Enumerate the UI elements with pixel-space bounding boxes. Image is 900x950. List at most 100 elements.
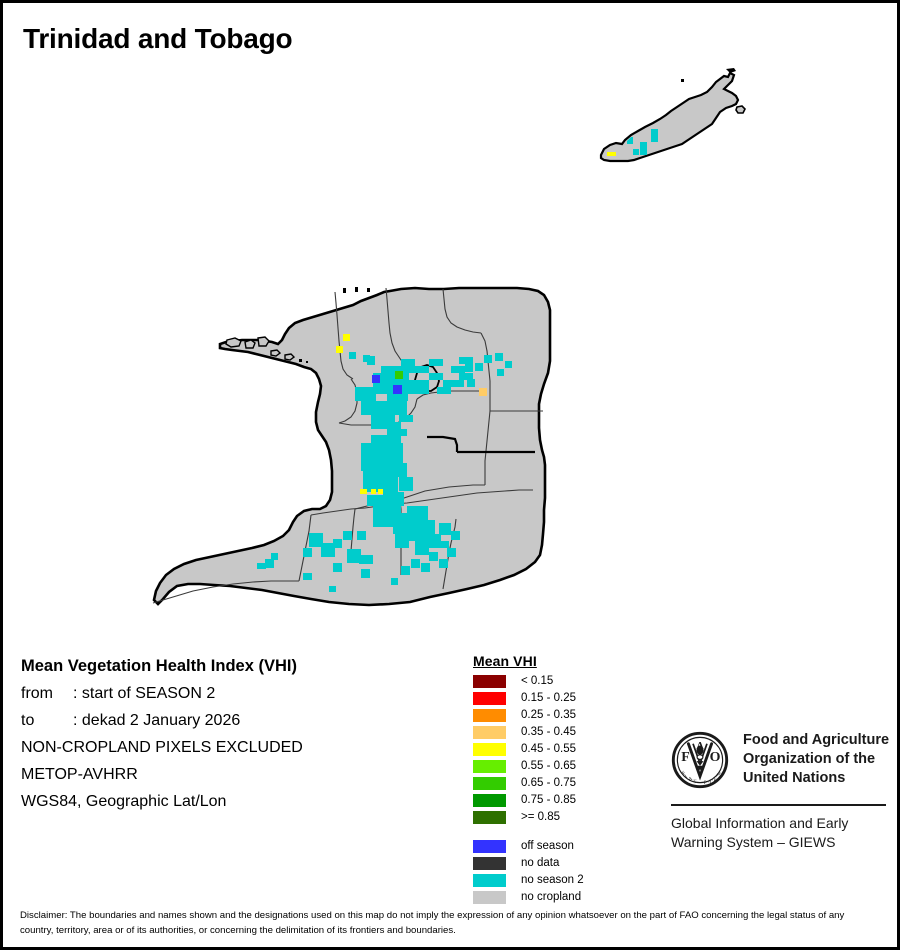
- tobago-islet-n: [726, 68, 736, 73]
- vhi-cell: [377, 471, 398, 492]
- legend-swatch: [473, 810, 506, 824]
- svg-text:A: A: [707, 778, 713, 785]
- vhi-cell: [484, 355, 492, 363]
- fao-name-line2: Organization of the: [743, 751, 876, 768]
- legend-label: 0.65 - 0.75: [521, 777, 576, 789]
- legend-swatch: [473, 674, 506, 688]
- legend-row: 0.25 - 0.35: [473, 707, 653, 723]
- vhi-cell: [399, 477, 413, 491]
- vhi-cell: [303, 548, 312, 557]
- legend-swatch: [473, 776, 506, 790]
- legend-separator: [473, 826, 653, 838]
- legend-label: >= 0.85: [521, 811, 561, 823]
- legend-row: 0.55 - 0.65: [473, 758, 653, 774]
- legend-label: < 0.15: [521, 675, 554, 687]
- fao-logo-icon: F A O F I A T P A N I S: [671, 731, 731, 794]
- legend-row-no-data: no data: [473, 855, 653, 871]
- fao-organization-name: Food and Agriculture Organization of the…: [743, 731, 889, 788]
- legend-label: no season 2: [521, 874, 584, 886]
- vhi-cell: [357, 531, 366, 540]
- tobago-cell: [607, 152, 616, 156]
- legend-swatch: [473, 793, 506, 807]
- svg-text:T: T: [693, 779, 698, 785]
- legend-label: 0.35 - 0.45: [521, 726, 576, 738]
- vhi-cell: [381, 401, 395, 422]
- vhi-cell: [415, 541, 429, 555]
- legend-label: 0.15 - 0.25: [521, 692, 576, 704]
- map-canvas: [152, 68, 746, 607]
- vhi-cell: [429, 373, 443, 380]
- vhi-cell: [393, 463, 407, 477]
- vhi-cell: [336, 346, 343, 353]
- info-to-value: : dekad 2 January 2026: [73, 712, 241, 729]
- vhi-cell: [439, 523, 451, 535]
- vhi-cell: [401, 566, 410, 575]
- vhi-cell: [367, 356, 375, 365]
- info-row-to: to : dekad 2 January 2026: [21, 712, 451, 730]
- info-row-from: from : start of SEASON 2: [21, 685, 451, 703]
- fao-divider: [671, 804, 886, 806]
- vhi-cell: [372, 375, 380, 383]
- info-to-key: to: [21, 712, 35, 729]
- vhi-cell: [411, 559, 420, 568]
- legend-row: 0.15 - 0.25: [473, 690, 653, 706]
- vhi-cell: [309, 533, 323, 547]
- legend-title: Mean VHI: [473, 653, 537, 669]
- legend-swatch: [473, 725, 506, 739]
- vhi-cell: [371, 489, 376, 494]
- vhi-cell: [349, 352, 356, 359]
- vhi-cell: [505, 361, 512, 368]
- fao-header: F A O F I A T P A N I S Food and Agricul…: [671, 731, 893, 794]
- vhi-cell: [451, 531, 460, 540]
- svg-text:A: A: [688, 776, 694, 783]
- vhi-cell: [415, 366, 429, 373]
- vhi-cell: [443, 380, 464, 387]
- vhi-cell: [303, 573, 312, 580]
- legend-swatch: [473, 839, 506, 853]
- legend-swatch: [473, 873, 506, 887]
- legend-label: 0.55 - 0.65: [521, 760, 576, 772]
- page-title: Trinidad and Tobago: [23, 23, 293, 54]
- vhi-cell: [343, 334, 350, 341]
- vhi-cell: [389, 443, 403, 464]
- vhi-cell: [363, 355, 370, 362]
- vhi-cell: [447, 548, 456, 557]
- vhi-cell: [393, 385, 402, 394]
- tobago-dot-1: [681, 79, 684, 82]
- vhi-cell: [329, 586, 336, 592]
- vhi-cell: [479, 388, 487, 396]
- fao-name-line1: Food and Agriculture: [743, 732, 890, 748]
- legend-swatch: [473, 856, 506, 870]
- vhi-cell: [361, 569, 370, 578]
- legend-label: no data: [521, 857, 560, 869]
- vhi-cell: [467, 379, 475, 387]
- legend-label: 0.75 - 0.85: [521, 794, 576, 806]
- svg-text:N: N: [710, 776, 717, 783]
- vhi-cell: [393, 401, 407, 415]
- legend-row: 0.45 - 0.55: [473, 741, 653, 757]
- info-note-projection: WGS84, Geographic Lat/Lon: [21, 793, 227, 810]
- legend-swatch: [473, 890, 506, 904]
- vhi-cell: [378, 489, 383, 494]
- info-from-key: from: [21, 685, 53, 702]
- vhi-cell: [395, 534, 409, 548]
- vhi-cell: [475, 363, 483, 371]
- vhi-cell: [265, 559, 274, 568]
- bocas-dots: [299, 359, 308, 363]
- legend: Mean VHI < 0.15 0.15 - 0.25 0.25 - 0.35 …: [473, 653, 653, 906]
- vhi-cell: [343, 531, 352, 540]
- vhi-cell: [383, 492, 404, 506]
- info-heading: Mean Vegetation Health Index (VHI): [21, 657, 297, 675]
- vhi-cell: [333, 539, 342, 548]
- svg-text:A: A: [696, 740, 704, 751]
- legend-label: no cropland: [521, 891, 582, 903]
- legend-label: 0.25 - 0.35: [521, 709, 576, 721]
- legend-label: off season: [521, 840, 574, 852]
- vhi-cell: [459, 357, 473, 364]
- tobago-cell: [651, 129, 658, 142]
- vhi-cell: [435, 541, 449, 548]
- vhi-cell: [257, 563, 266, 569]
- vhi-cell: [459, 373, 473, 380]
- vhi-cell: [429, 552, 438, 561]
